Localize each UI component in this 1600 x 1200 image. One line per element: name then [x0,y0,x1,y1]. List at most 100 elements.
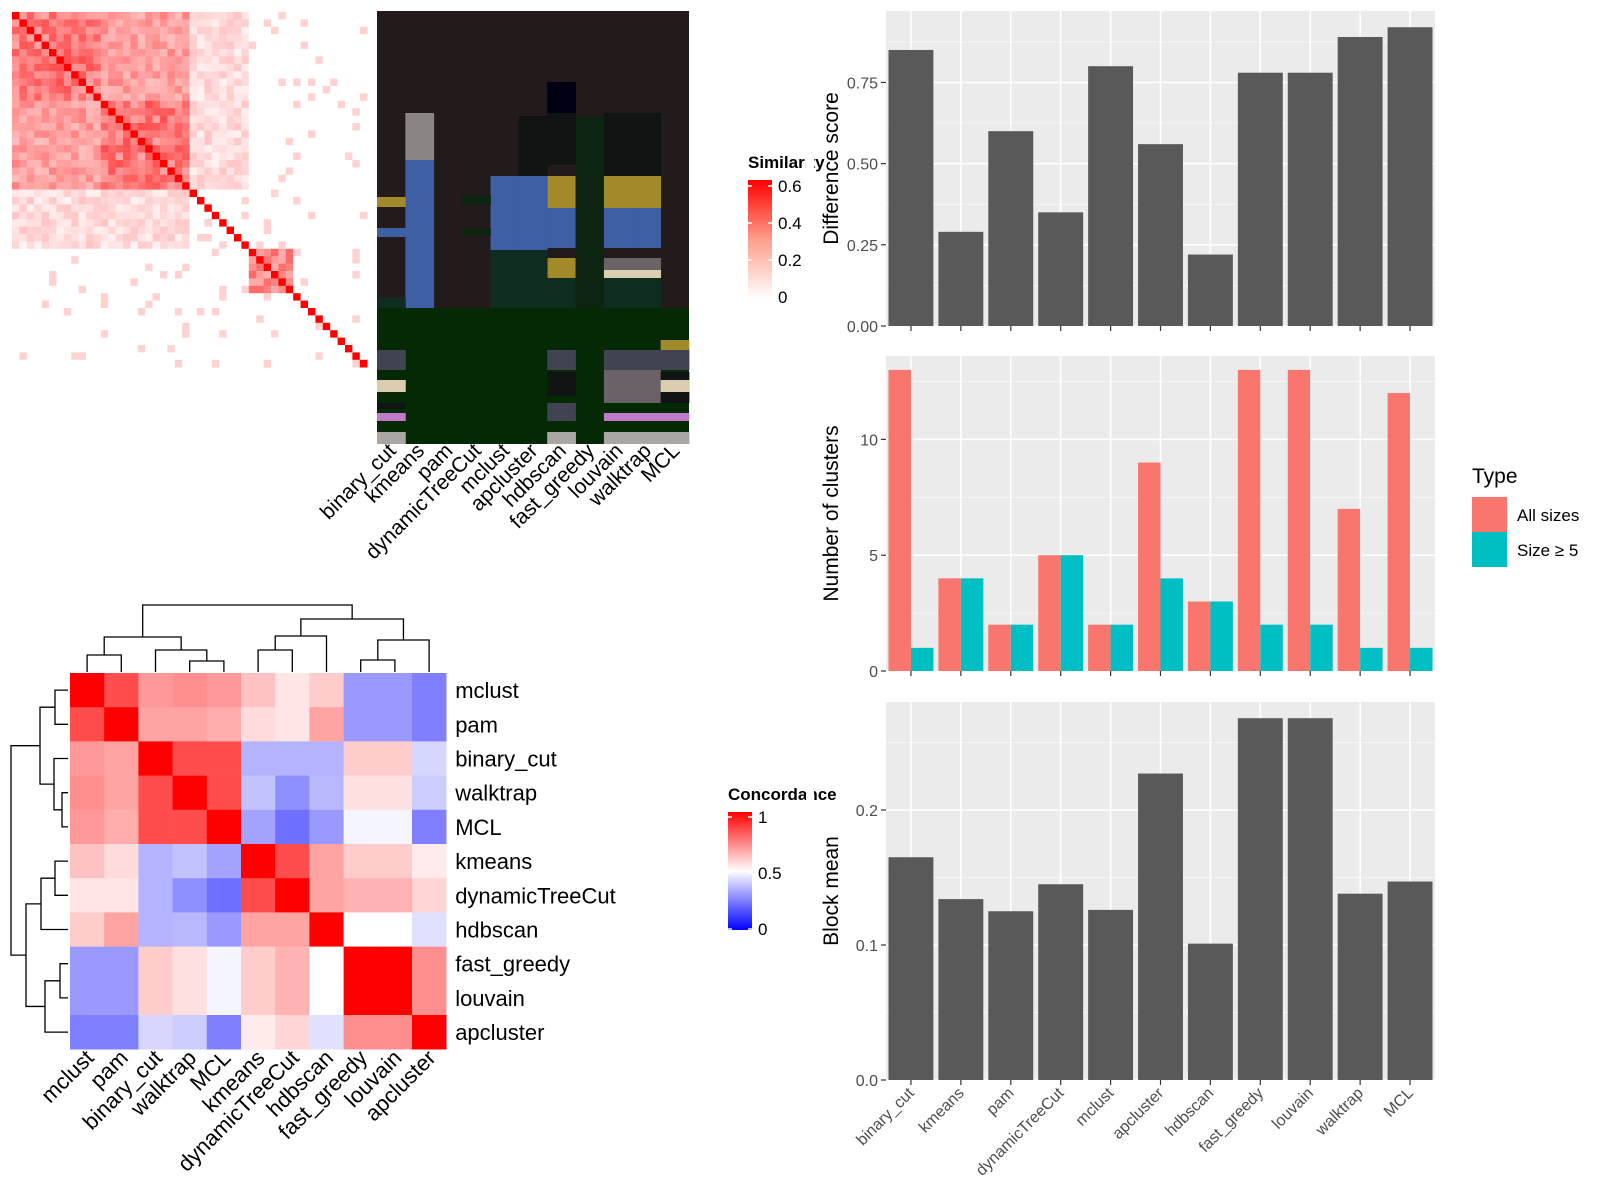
similarity-cell [160,345,168,353]
concordance-cell [70,946,105,982]
similarity-cell [100,197,109,205]
methods-cell [575,116,605,308]
similarity-cell [167,26,176,35]
similarity-cell [345,130,353,139]
similarity-cell [34,271,42,279]
similarity-cell [197,56,205,65]
similarity-cell [241,278,250,287]
similarity-cell [256,234,264,242]
similarity-cell [315,86,324,94]
similarity-cell [285,271,294,279]
similarity-cell [211,300,220,309]
similarity-cell [219,93,227,102]
similarity-cell [337,211,346,220]
similarity-cell [152,330,161,338]
similarity-cell [93,189,102,198]
concordance-cell [241,741,276,776]
similarity-cell [12,211,20,220]
similarity-cell [256,26,264,35]
similarity-cell [337,197,346,205]
concordance-row-label: louvain [455,986,525,1011]
similarity-cell [278,78,287,87]
similarity-cell [211,234,220,242]
concordance-cell [377,946,413,982]
similarity-cell [359,248,368,257]
similarity-cell [352,189,361,198]
similarity-cell [108,315,116,324]
similarity-cell [160,49,168,57]
similarity-cell [19,78,28,87]
similarity-cell [330,189,338,198]
similarity-cell [100,359,109,368]
similarity-cell [93,26,102,35]
similarity-cell [189,248,198,257]
similarity-cell [63,211,72,220]
similarity-cell [123,315,131,324]
similarity-cell [86,182,94,190]
similarity-cell [322,322,331,331]
similarity-cell [300,160,309,168]
similarity-cell [189,189,198,198]
similarity-cell [189,211,198,220]
similarity-cell [78,182,87,190]
similarity-cell [263,19,272,28]
similarity-cell [352,197,361,205]
similarity-cell [174,78,183,87]
similarity-cell [100,100,109,109]
similarity-cell [337,204,346,213]
similarity-cell [271,167,279,176]
similarity-cell [49,12,57,20]
similarity-cell [137,189,146,198]
similarity-cell [56,345,65,353]
concordance-dendrograms [10,604,430,1033]
similarity-cell [300,26,309,35]
similarity-cell [204,115,213,124]
bar [1138,773,1183,1080]
similarity-cell [322,300,331,309]
similarity-cell [86,330,94,338]
similarity-cell [234,19,242,28]
similarity-cell [123,322,131,331]
similarity-cell [248,152,257,161]
similarity-cell [41,359,50,368]
similarity-cell [345,49,353,57]
methods-cell [405,113,435,160]
concordance-cell [309,1015,344,1050]
similarity-cell [189,93,198,102]
similarity-cell [234,12,242,20]
similarity-cell [86,352,94,361]
similarity-cell [256,322,264,331]
similarity-cell [182,256,190,264]
concordance-cell [377,775,413,811]
similarity-cell [308,167,316,176]
similarity-cell [234,26,242,35]
concordance-row-label: MCL [455,815,501,840]
similarity-cell [315,219,324,227]
similarity-cell [271,189,279,198]
similarity-cell [197,352,205,361]
similarity-cell [219,352,227,361]
similarity-cell [123,211,131,220]
concordance-cell [309,878,344,913]
similarity-cell [345,189,353,198]
similarity-cell [26,49,35,57]
similarity-cell [330,115,338,124]
similarity-cell [160,330,168,338]
similarity-cell [359,115,368,124]
dendrogram-branch [59,963,68,999]
similarity-cell [330,219,338,227]
dendrogram-branch [54,860,68,896]
similarity-cell [315,123,324,131]
bar-size-ge5 [1060,555,1084,671]
similarity-cell [271,234,279,242]
similarity-cell [167,359,176,368]
similarity-cell [226,211,235,220]
concordance-cell [138,912,173,947]
similarity-cell [123,189,131,198]
similarity-cell [211,174,220,183]
similarity-cell [26,160,35,168]
x-tick-label: walktrap [1312,1085,1367,1140]
similarity-cell [359,130,368,139]
similarity-cell [56,145,65,153]
similarity-cell [322,211,331,220]
